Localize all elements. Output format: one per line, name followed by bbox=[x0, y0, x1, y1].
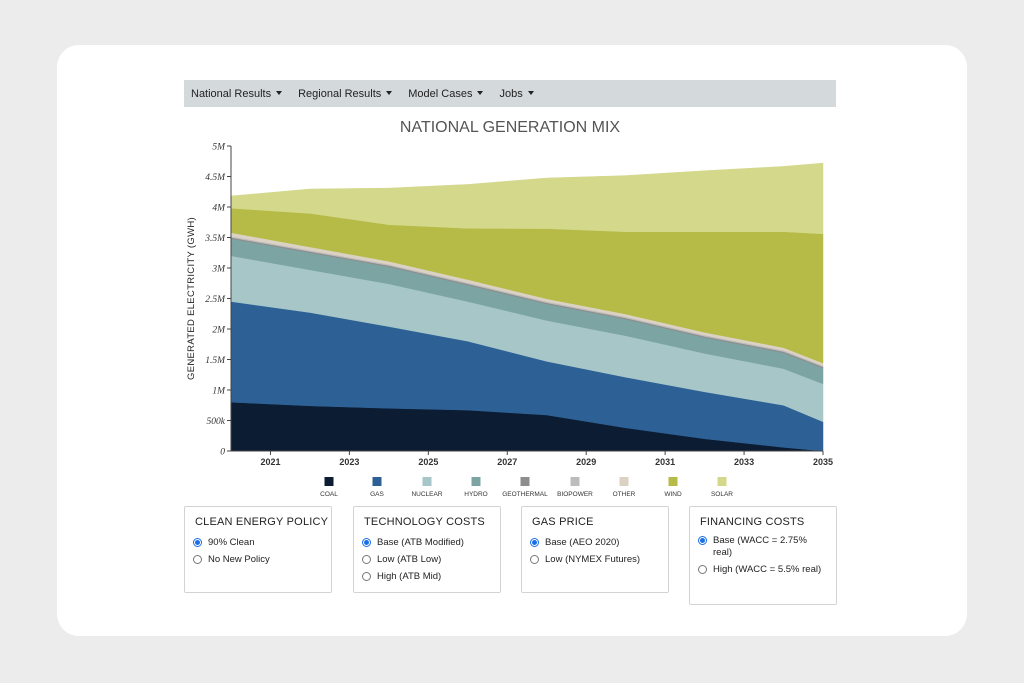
nav-regional-results[interactable]: Regional Results bbox=[298, 87, 393, 100]
nav-jobs[interactable]: Jobs bbox=[499, 87, 534, 100]
legend-label: COAL bbox=[320, 491, 338, 498]
option-label: High (ATB Mid) bbox=[377, 571, 442, 582]
radio-option-base-atb-modified[interactable]: Base (ATB Modified) bbox=[362, 537, 464, 549]
financing-costs-panel: FINANCING COSTS Base (WACC = 2.75% real)… bbox=[689, 506, 837, 605]
legend-label: OTHER bbox=[613, 491, 636, 498]
legend-swatch-geothermal bbox=[520, 477, 530, 486]
legend-swatch-gas bbox=[372, 477, 382, 486]
legend-swatch-solar bbox=[717, 477, 727, 486]
option-label: No New Policy bbox=[208, 554, 270, 565]
radio-button[interactable] bbox=[698, 536, 707, 545]
radio-option-base-wacc[interactable]: Base (WACC = 2.75% real) bbox=[698, 535, 818, 559]
legend-label: GAS bbox=[370, 491, 384, 498]
option-label: Base (ATB Modified) bbox=[377, 537, 464, 548]
legend-swatch-coal bbox=[324, 477, 334, 486]
y-tick-label: 4.5M bbox=[205, 173, 226, 183]
radio-option-no-new-policy[interactable]: No New Policy bbox=[193, 554, 270, 566]
legend-label: GEOTHERMAL bbox=[502, 491, 548, 498]
legend-label: HYDRO bbox=[464, 491, 487, 498]
chart-title: NATIONAL GENERATION MIX bbox=[400, 119, 621, 136]
radio-option-low-nymex-futures[interactable]: Low (NYMEX Futures) bbox=[530, 554, 640, 566]
legend-label: WIND bbox=[664, 491, 682, 498]
option-label: 90% Clean bbox=[208, 537, 255, 548]
x-tick-label: 2027 bbox=[497, 457, 517, 467]
radio-button[interactable] bbox=[362, 538, 371, 547]
radio-button[interactable] bbox=[362, 555, 371, 564]
radio-option-90-clean[interactable]: 90% Clean bbox=[193, 537, 254, 549]
radio-button[interactable] bbox=[362, 572, 371, 581]
gas-price-panel: GAS PRICE Base (AEO 2020) Low (NYMEX Fut… bbox=[521, 506, 669, 593]
x-tick-label: 2023 bbox=[339, 457, 359, 467]
y-tick-label: 4M bbox=[212, 204, 226, 214]
panel-title: GAS PRICE bbox=[532, 516, 594, 528]
x-tick-label: 2021 bbox=[260, 457, 280, 467]
x-tick-label: 2029 bbox=[576, 457, 596, 467]
technology-costs-panel: TECHNOLOGY COSTS Base (ATB Modified) Low… bbox=[353, 506, 501, 593]
y-tick-label: 1.5M bbox=[205, 356, 226, 366]
y-tick-label: 5M bbox=[212, 143, 226, 153]
y-tick-label: 3.5M bbox=[204, 234, 226, 244]
clean-energy-policy-panel: CLEAN ENERGY POLICY 90% Clean No New Pol… bbox=[184, 506, 332, 593]
area-solar bbox=[230, 162, 824, 235]
option-label: Base (AEO 2020) bbox=[545, 537, 620, 548]
y-tick-label: 2.5M bbox=[205, 295, 226, 305]
option-label: High (WACC = 5.5% real) bbox=[713, 564, 822, 575]
option-label: Base (WACC = 2.75% real) bbox=[713, 535, 807, 558]
x-tick-label: 2035 bbox=[813, 457, 833, 467]
radio-option-high-atb-mid[interactable]: High (ATB Mid) bbox=[362, 571, 441, 583]
top-nav-bar: National Results Regional Results Model … bbox=[184, 80, 836, 107]
caret-down-icon bbox=[276, 90, 283, 95]
nav-model-cases[interactable]: Model Cases bbox=[408, 87, 484, 100]
caret-down-icon bbox=[386, 90, 393, 95]
y-tick-label: 0 bbox=[220, 448, 225, 458]
nav-label: Model Cases bbox=[408, 87, 473, 100]
caret-down-icon bbox=[477, 90, 484, 95]
option-label: Low (NYMEX Futures) bbox=[545, 554, 641, 565]
radio-button[interactable] bbox=[698, 565, 707, 574]
legend-label: NUCLEAR bbox=[411, 491, 442, 498]
radio-option-high-wacc[interactable]: High (WACC = 5.5% real) bbox=[698, 564, 821, 576]
y-tick-label: 3M bbox=[211, 265, 226, 275]
nav-national-results[interactable]: National Results bbox=[191, 87, 283, 100]
panel-title: TECHNOLOGY COSTS bbox=[364, 516, 485, 528]
x-tick-label: 2025 bbox=[418, 457, 438, 467]
radio-option-base-aeo-2020[interactable]: Base (AEO 2020) bbox=[530, 537, 619, 549]
nav-label: Jobs bbox=[499, 87, 523, 100]
legend-swatch-other bbox=[619, 477, 629, 486]
radio-button[interactable] bbox=[193, 555, 202, 564]
y-tick-label: 1M bbox=[212, 387, 226, 397]
x-tick-label: 2031 bbox=[655, 457, 675, 467]
caret-down-icon bbox=[527, 90, 534, 95]
legend-label: BIOPOWER bbox=[557, 491, 593, 498]
y-tick-label: 2M bbox=[212, 326, 226, 336]
legend-swatch-wind bbox=[668, 477, 678, 486]
legend-swatch-hydro bbox=[471, 477, 481, 486]
panel-title: FINANCING COSTS bbox=[700, 516, 805, 528]
nav-label: Regional Results bbox=[298, 87, 382, 100]
nav-label: National Results bbox=[191, 87, 272, 100]
radio-option-low-atb-low[interactable]: Low (ATB Low) bbox=[362, 554, 441, 566]
legend-swatch-biopower bbox=[570, 477, 580, 486]
y-tick-label: 500k bbox=[207, 417, 226, 427]
option-label: Low (ATB Low) bbox=[377, 554, 442, 565]
radio-button[interactable] bbox=[530, 555, 539, 564]
x-tick-label: 2033 bbox=[734, 457, 754, 467]
panel-title: CLEAN ENERGY POLICY bbox=[195, 516, 329, 528]
radio-button[interactable] bbox=[530, 538, 539, 547]
radio-button[interactable] bbox=[193, 538, 202, 547]
y-axis-label: GENERATED ELECTRICITY (GWH) bbox=[186, 217, 197, 380]
legend-label: SOLAR bbox=[711, 491, 733, 498]
legend-swatch-nuclear bbox=[422, 477, 432, 486]
